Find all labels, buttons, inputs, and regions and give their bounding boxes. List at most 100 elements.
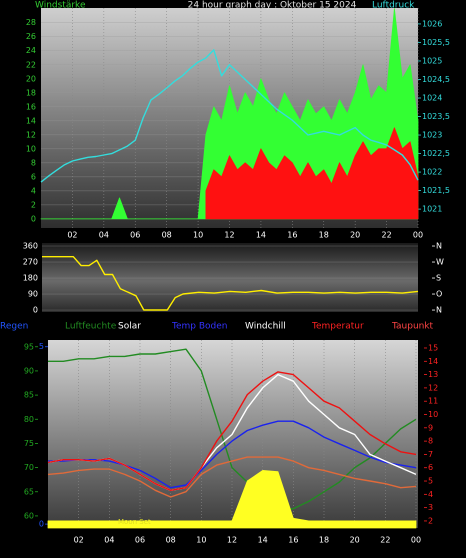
y-tick-label: 4 [428, 490, 433, 499]
x-tick-label: 00 [413, 231, 423, 240]
legend-label: Windchill [245, 322, 286, 332]
y-tick-label: 0 [39, 520, 44, 529]
y-tick-label: 8 [428, 437, 433, 446]
plot-area [42, 243, 418, 312]
y-tick-label: 1022 [422, 168, 442, 177]
legend-label: Solar [118, 322, 141, 332]
y-tick-label: 1022,5 [422, 149, 450, 158]
line [40, 49, 419, 183]
x-tick-label: 16 [287, 231, 297, 240]
y-tick-label: 60 [24, 511, 34, 520]
y-tick-label: S [436, 274, 441, 283]
y-tick-label: N [436, 306, 442, 315]
legend-label: Temp Boden [171, 322, 227, 332]
y-tick-label: 1025 [422, 56, 442, 65]
y-tick-label: 3 [428, 503, 433, 512]
y-tick-label: 180 [23, 274, 38, 283]
y-tick-label: 22 [26, 60, 36, 69]
y-tick-label: 0 [31, 214, 36, 223]
area [40, 8, 419, 220]
x-tick-label: 08 [162, 231, 172, 240]
line [47, 371, 417, 491]
legend-label: Taupunkt [391, 322, 434, 332]
y-tick-label: 5 [39, 342, 44, 351]
x-tick-label: 22 [380, 536, 390, 545]
y-tick-label: 6 [428, 463, 433, 472]
x-tick-label: 06 [135, 536, 145, 545]
y-tick-label: 15 [428, 343, 438, 352]
line [42, 256, 419, 311]
y-tick-label: 360 [23, 242, 38, 251]
x-tick-label: 02 [74, 536, 84, 545]
y-tick-label: 14 [26, 116, 36, 125]
x-tick-label: 20 [350, 231, 360, 240]
y-tick-label: 1025,5 [422, 38, 450, 47]
y-tick-label: 1026 [422, 19, 442, 28]
y-tick-label: 1021 [422, 205, 442, 214]
y-tick-label: 8 [31, 158, 36, 167]
y-tick-label: 1024,5 [422, 75, 450, 84]
y-tick-label: 2 [428, 516, 433, 525]
legend-label: Regen [0, 322, 28, 332]
x-tick-label: 16 [288, 536, 298, 545]
y-tick-label: 80 [24, 415, 34, 424]
x-tick-label: 06 [130, 231, 140, 240]
y-tick-label: 13 [428, 370, 438, 379]
y-tick-label: 24 [26, 46, 36, 55]
x-tick-label: 18 [319, 536, 329, 545]
x-tick-label: 14 [258, 536, 268, 545]
line [47, 456, 417, 498]
x-tick-label: 04 [99, 231, 109, 240]
annotation: Moon Set [118, 518, 151, 526]
y-tick-label: 10 [26, 144, 36, 153]
x-tick-label: 18 [319, 231, 329, 240]
y-tick-label: 1023 [422, 131, 442, 140]
y-tick-label: 0 [33, 306, 38, 315]
y-tick-label: 2 [31, 200, 36, 209]
y-tick-label: 70 [24, 463, 34, 472]
chart-title: 24 hour graph day : Oktober 15 2024 [188, 1, 357, 11]
y-tick-label: W [436, 258, 444, 267]
y-tick-label: 5 [428, 477, 433, 486]
x-tick-label: 20 [350, 536, 360, 545]
y-tick-label: 270 [23, 258, 38, 267]
legend-label: Luftfeuchte [65, 322, 117, 332]
x-tick-label: 10 [196, 536, 206, 545]
x-tick-label: 12 [227, 536, 237, 545]
y2-axis-title: Luftdruck [372, 1, 415, 11]
y-tick-label: 85 [24, 391, 34, 400]
line [48, 348, 417, 512]
y-tick-label: N [436, 242, 442, 251]
y-tick-label: 16 [26, 102, 36, 111]
x-tick-label: 04 [104, 536, 114, 545]
y-tick-label: 65 [24, 487, 34, 496]
y-tick-label: 14 [428, 357, 438, 366]
y-tick-label: 1023,5 [422, 112, 450, 121]
x-tick-label: 10 [193, 231, 203, 240]
y-tick-label: 28 [26, 18, 36, 27]
x-tick-label: 22 [381, 231, 391, 240]
area [205, 127, 419, 220]
y-tick-label: 7 [428, 450, 433, 459]
y-tick-label: 1021,5 [422, 186, 450, 195]
y-tick-label: 90 [28, 290, 38, 299]
y-tick-label: 12 [428, 383, 438, 392]
y-axis-title: Windstärke [35, 1, 86, 11]
y-tick-label: 10 [428, 410, 438, 419]
y-tick-label: 12 [26, 130, 36, 139]
x-tick-label: 00 [411, 536, 421, 545]
y-tick-label: 1024 [422, 94, 442, 103]
y-tick-label: 20 [26, 74, 36, 83]
y-tick-label: 11 [428, 397, 438, 406]
area [47, 470, 417, 529]
y-tick-label: 4 [31, 186, 36, 195]
y-tick-label: 75 [24, 439, 34, 448]
y-tick-label: 6 [31, 172, 36, 181]
legend-label: Temperatur [311, 322, 364, 332]
x-tick-label: 14 [256, 231, 266, 240]
y-tick-label: 18 [26, 88, 36, 97]
y-tick-label: O [436, 290, 442, 299]
x-tick-label: 12 [224, 231, 234, 240]
